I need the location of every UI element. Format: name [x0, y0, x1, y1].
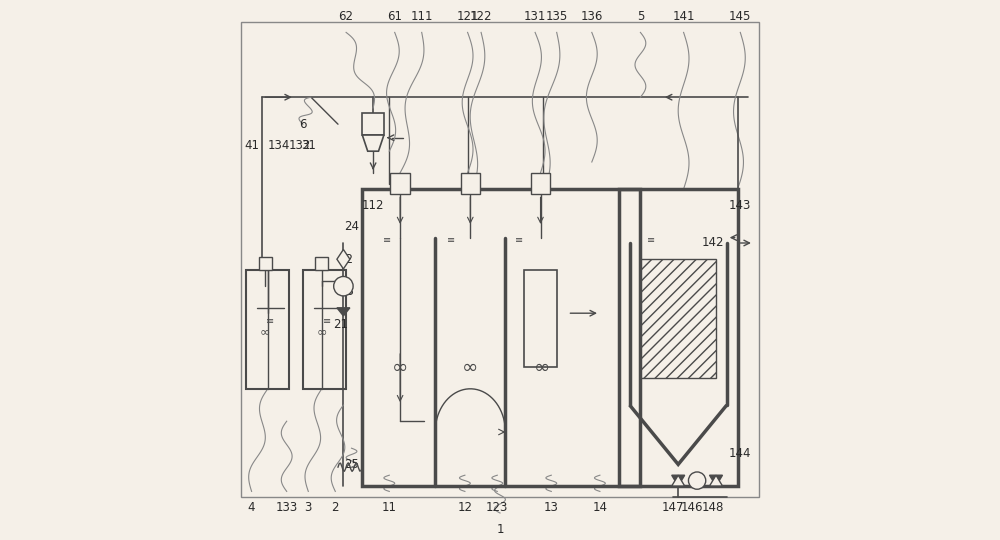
- Bar: [390, 173, 410, 194]
- Text: 3: 3: [305, 501, 312, 514]
- Polygon shape: [672, 475, 685, 486]
- Circle shape: [334, 276, 353, 296]
- Text: 41: 41: [244, 139, 259, 152]
- Polygon shape: [362, 135, 384, 151]
- Bar: [303, 270, 346, 389]
- Text: ∞: ∞: [534, 357, 550, 377]
- Text: 142: 142: [702, 237, 725, 249]
- Text: 31: 31: [301, 139, 316, 152]
- Polygon shape: [672, 475, 685, 486]
- Text: 134: 134: [267, 139, 290, 152]
- Text: 122: 122: [470, 10, 492, 23]
- Text: ≡: ≡: [447, 235, 455, 245]
- Text: ≡: ≡: [515, 235, 523, 245]
- Text: 6: 6: [299, 118, 307, 131]
- Polygon shape: [337, 249, 350, 269]
- Text: 21: 21: [333, 318, 348, 330]
- Text: ∞: ∞: [317, 326, 327, 339]
- Text: 141: 141: [672, 10, 695, 23]
- Text: 4: 4: [248, 501, 255, 514]
- Bar: [461, 173, 480, 194]
- Bar: [531, 173, 550, 194]
- Bar: [362, 189, 640, 486]
- Text: 23: 23: [339, 285, 354, 298]
- Text: 61: 61: [387, 10, 402, 23]
- Text: ∞: ∞: [392, 357, 408, 377]
- Text: 136: 136: [581, 10, 603, 23]
- Text: 132: 132: [289, 139, 311, 152]
- Text: ≡: ≡: [266, 316, 275, 326]
- Text: 112: 112: [362, 199, 384, 212]
- Text: 123: 123: [486, 501, 508, 514]
- Text: ≡: ≡: [323, 316, 331, 326]
- Text: 147: 147: [662, 501, 684, 514]
- Text: 145: 145: [729, 10, 751, 23]
- Polygon shape: [710, 475, 722, 486]
- Text: 25: 25: [344, 458, 359, 471]
- Polygon shape: [337, 308, 350, 316]
- Bar: [524, 270, 557, 367]
- Text: ≡: ≡: [647, 235, 655, 245]
- Text: 62: 62: [339, 10, 354, 23]
- Text: 24: 24: [344, 220, 359, 233]
- Text: 13: 13: [544, 501, 559, 514]
- Text: 148: 148: [702, 501, 724, 514]
- Text: ≡: ≡: [383, 235, 391, 245]
- Text: 14: 14: [592, 501, 607, 514]
- Bar: [259, 256, 272, 270]
- Text: 5: 5: [637, 10, 644, 23]
- Text: 12: 12: [457, 501, 472, 514]
- Circle shape: [688, 472, 706, 489]
- Text: 111: 111: [410, 10, 433, 23]
- Text: 143: 143: [729, 199, 751, 212]
- Text: ∞: ∞: [462, 357, 478, 377]
- Text: 131: 131: [524, 10, 546, 23]
- Bar: [362, 113, 384, 135]
- Bar: [640, 259, 716, 378]
- Text: 121: 121: [456, 10, 479, 23]
- Bar: [241, 22, 759, 497]
- Text: ∞: ∞: [260, 326, 270, 339]
- Text: 133: 133: [276, 501, 298, 514]
- Text: 11: 11: [382, 501, 397, 514]
- Polygon shape: [710, 475, 722, 486]
- Text: 2: 2: [332, 501, 339, 514]
- Text: 135: 135: [546, 10, 568, 23]
- Bar: [246, 270, 289, 389]
- Text: 1: 1: [496, 523, 504, 536]
- Text: 144: 144: [729, 447, 752, 460]
- Bar: [619, 189, 738, 486]
- Bar: [315, 256, 328, 270]
- Text: 146: 146: [680, 501, 703, 514]
- Text: 22: 22: [339, 253, 354, 266]
